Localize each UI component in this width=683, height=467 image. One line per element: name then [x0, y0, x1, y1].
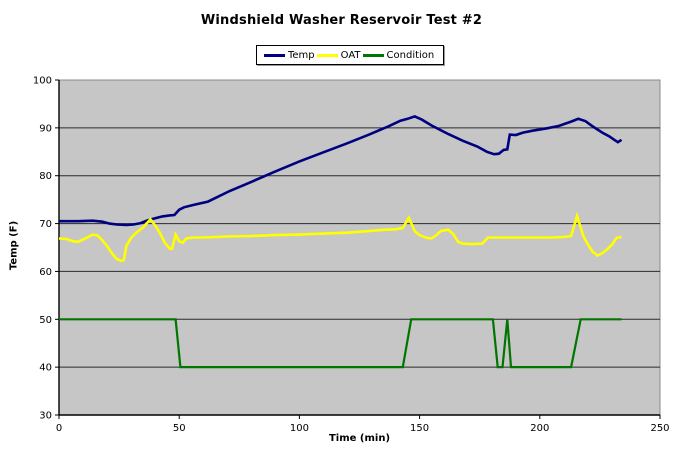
- x-tick-label: 250: [650, 423, 669, 434]
- legend-line-swatch-temp: [264, 53, 285, 57]
- series-line-temp: [59, 115, 623, 227]
- x-tick-label: 150: [410, 423, 429, 434]
- x-tick-label: 0: [56, 423, 62, 434]
- y-tick-label: 80: [39, 171, 52, 182]
- legend-label: Temp: [288, 49, 315, 61]
- x-tick-label: 200: [530, 423, 549, 434]
- x-tick-label: 100: [290, 423, 309, 434]
- y-tick-label: 90: [39, 123, 52, 134]
- chart-title: Windshield Washer Reservoir Test #2: [200, 13, 483, 28]
- legend-item-temp: Temp: [264, 50, 315, 61]
- legend-line-swatch-condition: [362, 53, 384, 57]
- y-tick-label: 60: [39, 267, 52, 278]
- y-tick-label: 70: [39, 219, 52, 230]
- x-tick-label: 50: [173, 423, 186, 434]
- y-tick-label: 50: [39, 315, 52, 326]
- y-tick-label: 30: [39, 411, 52, 422]
- legend-item-condition: Condition: [362, 49, 435, 61]
- legend-line-swatch-oat: [316, 53, 338, 57]
- plot-area: [58, 79, 661, 416]
- legend-label: Condition: [386, 49, 435, 61]
- legend-item-oat: OAT: [316, 49, 361, 61]
- legend-box: Temp OAT Condition: [256, 45, 445, 65]
- series-line-oat: [58, 211, 622, 263]
- x-axis-title: Time (min): [328, 433, 391, 444]
- series-line-condition: [59, 318, 622, 369]
- y-tick-label: 100: [33, 76, 52, 87]
- legend-label: OAT: [340, 49, 361, 61]
- y-tick-label: 40: [39, 363, 52, 374]
